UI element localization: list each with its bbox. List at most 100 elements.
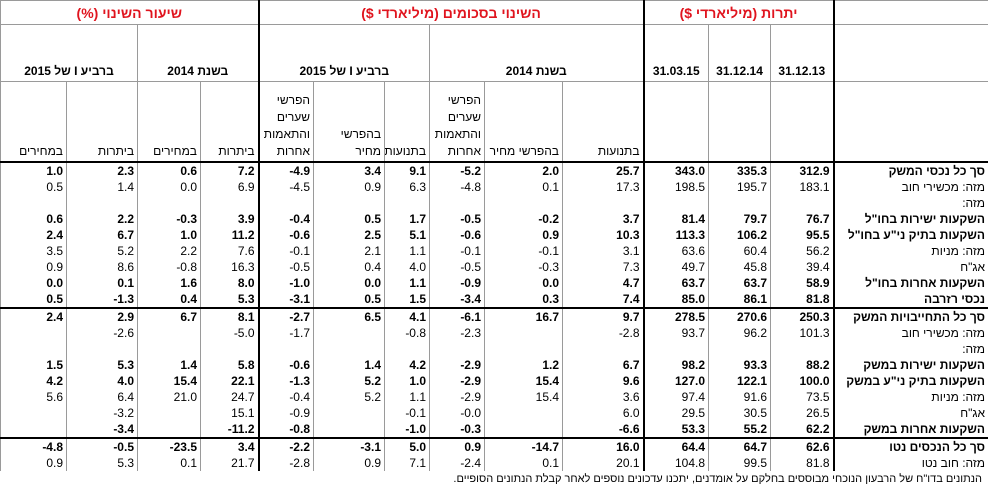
- row-label: השקעות בתיק ני"ע בחו"ל: [832, 227, 988, 243]
- value-cell: 2.9: [66, 307, 138, 325]
- period-header: בשנת 2014: [429, 24, 644, 82]
- value-cell: -11.2: [200, 421, 259, 438]
- value-cell: 335.3: [708, 162, 772, 179]
- value-cell: 2.4: [0, 307, 67, 325]
- row-label: מזה: מכשירי חוב: [832, 179, 988, 195]
- blank-cell: [832, 24, 988, 82]
- row-label: סך כל נכסי המשק: [832, 162, 988, 179]
- value-cell: [484, 195, 563, 211]
- value-cell: 6.7: [66, 227, 138, 243]
- value-cell: -0.3: [137, 211, 201, 227]
- value-cell: 1.0: [384, 373, 430, 389]
- value-cell: 81.4: [642, 211, 710, 227]
- value-cell: [66, 195, 138, 211]
- value-cell: [137, 195, 201, 211]
- period-header: 31.12.13: [770, 24, 835, 82]
- value-cell: [257, 341, 314, 357]
- value-cell: 62.2: [770, 421, 835, 438]
- value-cell: 26.5: [770, 405, 835, 421]
- table-row: מזה: מניות 56.2 60.4 63.6 3.1 -0.1 -0.1 1.1 2.1-…: [0, 243, 988, 259]
- value-cell: -3.1: [257, 291, 314, 308]
- value-cell: -23.5: [137, 437, 201, 455]
- period-header: בשנת 2014: [137, 24, 259, 82]
- footnote: הנתונים בדו"ח של הרבעון הנוכחי מבוססים ב…: [453, 473, 982, 485]
- column-header: במחירים: [137, 81, 201, 163]
- value-cell: 4.1: [384, 307, 430, 325]
- value-cell: 6.4: [66, 389, 138, 405]
- value-cell: 0.0: [313, 275, 385, 291]
- column-header: בתנועות: [384, 81, 430, 163]
- value-cell: 2.0: [484, 162, 563, 179]
- value-cell: 55.2: [708, 421, 772, 438]
- column-header: בהפרשי מחיר: [313, 81, 385, 163]
- value-cell: 91.6: [708, 389, 772, 405]
- value-cell: 5.3: [66, 357, 138, 373]
- row-label: השקעות אחרות בחו"ל: [832, 275, 988, 291]
- value-cell: 2.2: [137, 243, 201, 259]
- table-row: השקעות ישירות במשק 88.2 93.3 98.2 6.7 1.2 -2.9…: [0, 357, 988, 373]
- value-cell: -4.8: [429, 179, 485, 195]
- value-cell: 88.2: [770, 357, 835, 373]
- value-cell: 15.4: [137, 373, 201, 389]
- value-cell: 100.0: [770, 373, 835, 389]
- value-cell: [642, 195, 710, 211]
- value-cell: 4.7: [562, 275, 644, 291]
- value-cell: 45.8: [708, 259, 772, 275]
- value-cell: [642, 341, 710, 357]
- value-cell: 0.6: [137, 162, 201, 179]
- value-cell: 0.9: [484, 227, 563, 243]
- value-cell: -1.7: [257, 325, 314, 341]
- blank-cell: [642, 81, 710, 163]
- value-cell: 195.7: [708, 179, 772, 195]
- value-cell: 2.1: [313, 243, 385, 259]
- table-row: אג"ח 26.5 30.5 29.5 6.0 -0.0 -0.1 -0.9 15.1 -3.2: [0, 405, 988, 421]
- value-cell: -0.8: [384, 325, 430, 341]
- value-cell: -2.9: [429, 373, 485, 389]
- value-cell: -0.1: [429, 243, 485, 259]
- value-cell: -4.5: [257, 179, 314, 195]
- value-cell: 5.6: [0, 389, 67, 405]
- value-cell: 2.5: [313, 227, 385, 243]
- value-cell: 81.8: [770, 455, 835, 471]
- value-cell: -4.9: [257, 162, 314, 179]
- value-cell: 0.0: [137, 179, 201, 195]
- value-cell: 11.2: [200, 227, 259, 243]
- value-cell: [66, 341, 138, 357]
- value-cell: 2.2: [66, 211, 138, 227]
- blank-cell: [832, 0, 988, 25]
- value-cell: 96.2: [708, 325, 772, 341]
- value-cell: 7.2: [200, 162, 259, 179]
- value-cell: 1.0: [137, 227, 201, 243]
- value-cell: 1.1: [384, 243, 430, 259]
- value-cell: 4.2: [384, 357, 430, 373]
- table-row: מזה: מניות 73.5 91.6 97.4 3.6 15.4 -2.9 1.1 5.2-…: [0, 389, 988, 405]
- column-header: ביתרות: [66, 81, 138, 163]
- table-row: סך כל הנכסים נטו 62.6 64.7 64.4 16.0 -14.7 0.9…: [0, 437, 988, 455]
- table-row: נכסי רזרבה 81.8 86.1 85.0 7.4 0.3 -3.4 1.5 0.5 -3…: [0, 291, 988, 308]
- table-row: אג"ח 39.4 45.8 49.7 7.3 -0.3 -0.5 4.0 0.4 -0.5 16.…: [0, 259, 988, 275]
- value-cell: [137, 341, 201, 357]
- table-row: מזה: מכשירי חוב 101.3 96.2 93.7 -2.8 -2.3 -0.8…: [0, 325, 988, 341]
- value-cell: -0.1: [484, 243, 563, 259]
- value-cell: -3.4: [429, 291, 485, 308]
- value-cell: -0.2: [484, 211, 563, 227]
- row-label: סך כל התחייבויות המשק: [832, 307, 988, 325]
- value-cell: -2.3: [429, 325, 485, 341]
- value-cell: 63.7: [708, 275, 772, 291]
- value-cell: 6.0: [562, 405, 644, 421]
- value-cell: 0.6: [0, 211, 67, 227]
- value-cell: [562, 341, 644, 357]
- column-header: בהפרשי מחיר: [484, 81, 563, 163]
- value-cell: -1.0: [257, 275, 314, 291]
- value-cell: -2.9: [429, 357, 485, 373]
- value-cell: 15.4: [484, 373, 563, 389]
- value-cell: 0.9: [429, 437, 485, 455]
- row-label: השקעות אחרות במשק: [832, 421, 988, 438]
- row-label: אג"ח: [832, 259, 988, 275]
- value-cell: 1.4: [66, 179, 138, 195]
- value-cell: 3.1: [562, 243, 644, 259]
- blank-cell: [770, 81, 835, 163]
- column-header: במחירים: [0, 81, 67, 163]
- value-cell: 21.0: [137, 389, 201, 405]
